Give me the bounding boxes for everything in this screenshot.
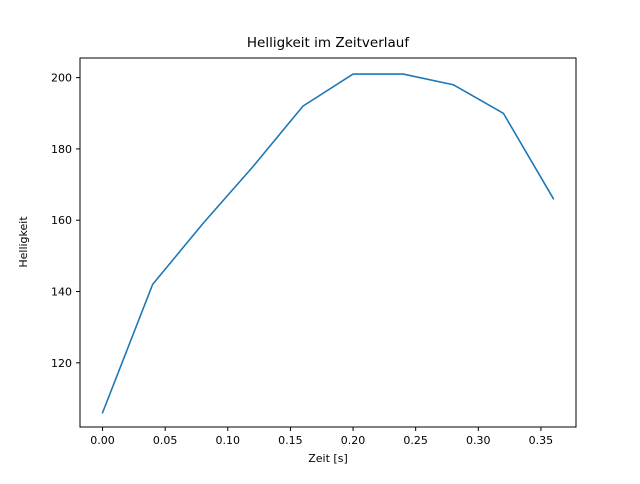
- x-tick-label: 0.15: [278, 434, 303, 447]
- y-tick-label: 160: [51, 214, 72, 227]
- x-axis-label: Zeit [s]: [308, 452, 347, 465]
- x-tick-label: 0.10: [216, 434, 241, 447]
- x-tick-label: 0.30: [466, 434, 491, 447]
- chart-title: Helligkeit im Zeitverlauf: [247, 35, 410, 51]
- plot-border: [79, 57, 577, 428]
- y-tick-label: 140: [51, 286, 72, 299]
- x-tick-label: 0.05: [153, 434, 178, 447]
- x-tick-label: 0.25: [403, 434, 428, 447]
- y-tick-label: 200: [51, 72, 72, 85]
- y-tick-label: 120: [51, 357, 72, 370]
- ticks-group: 0.00 0.05 0.10 0.15 0.20 0.25 0.30 0.35 120 140 16…: [51, 72, 553, 447]
- data-line: [101, 73, 555, 414]
- x-tick-label: 0.20: [341, 434, 366, 447]
- y-axis-label: Helligkeit: [17, 216, 30, 268]
- x-tick-label: 0.00: [90, 434, 115, 447]
- series-group: [101, 73, 555, 414]
- y-tick-label: 180: [51, 143, 72, 156]
- x-tick-label: 0.35: [529, 434, 554, 447]
